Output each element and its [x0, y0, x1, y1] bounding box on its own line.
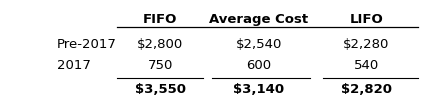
Text: Average Cost: Average Cost: [210, 13, 308, 26]
Text: 540: 540: [354, 59, 379, 72]
Text: $2,820: $2,820: [341, 83, 392, 96]
Text: 600: 600: [246, 59, 271, 72]
Text: FIFO: FIFO: [143, 13, 178, 26]
Text: $3,140: $3,140: [233, 83, 285, 96]
Text: $3,550: $3,550: [135, 83, 186, 96]
Text: 750: 750: [147, 59, 173, 72]
Text: $2,540: $2,540: [236, 38, 282, 51]
Text: $2,280: $2,280: [343, 38, 389, 51]
Text: Pre-2017: Pre-2017: [57, 38, 117, 51]
Text: 2017: 2017: [57, 59, 91, 72]
Text: LIFO: LIFO: [349, 13, 383, 26]
Text: $2,800: $2,800: [137, 38, 183, 51]
